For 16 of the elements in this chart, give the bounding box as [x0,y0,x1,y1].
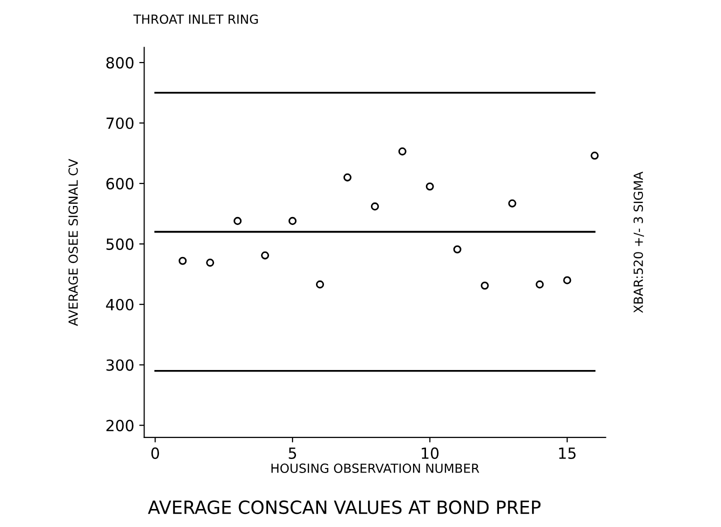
x-tick-label: 15 [559,448,576,459]
y-tick-label: 800 [106,57,134,69]
y-tick-label: 300 [106,359,134,371]
y-tick-label: 600 [106,178,134,190]
x-axis-title: HOUSING OBSERVATION NUMBER [271,464,480,473]
y-tick-label: 400 [106,298,134,310]
y-axis-title: AVERAGE OSEE SIGNAL CV [68,158,78,326]
x-tick-label: 0 [151,447,160,459]
x-tick-label: 5 [288,448,296,459]
y2-axis-title: XBAR:520 +/- 3 SIGMA [634,172,644,313]
x-tick-label: 10 [422,447,439,459]
chart-title: THROAT INLET RING [133,14,258,24]
y-tick-label: 700 [106,117,134,130]
text: AVERAGE CONSCAN VALUES AT BOND PREP [148,500,541,514]
y-tick-label: 500 [106,238,134,250]
y-tick-label: 200 [106,420,134,432]
